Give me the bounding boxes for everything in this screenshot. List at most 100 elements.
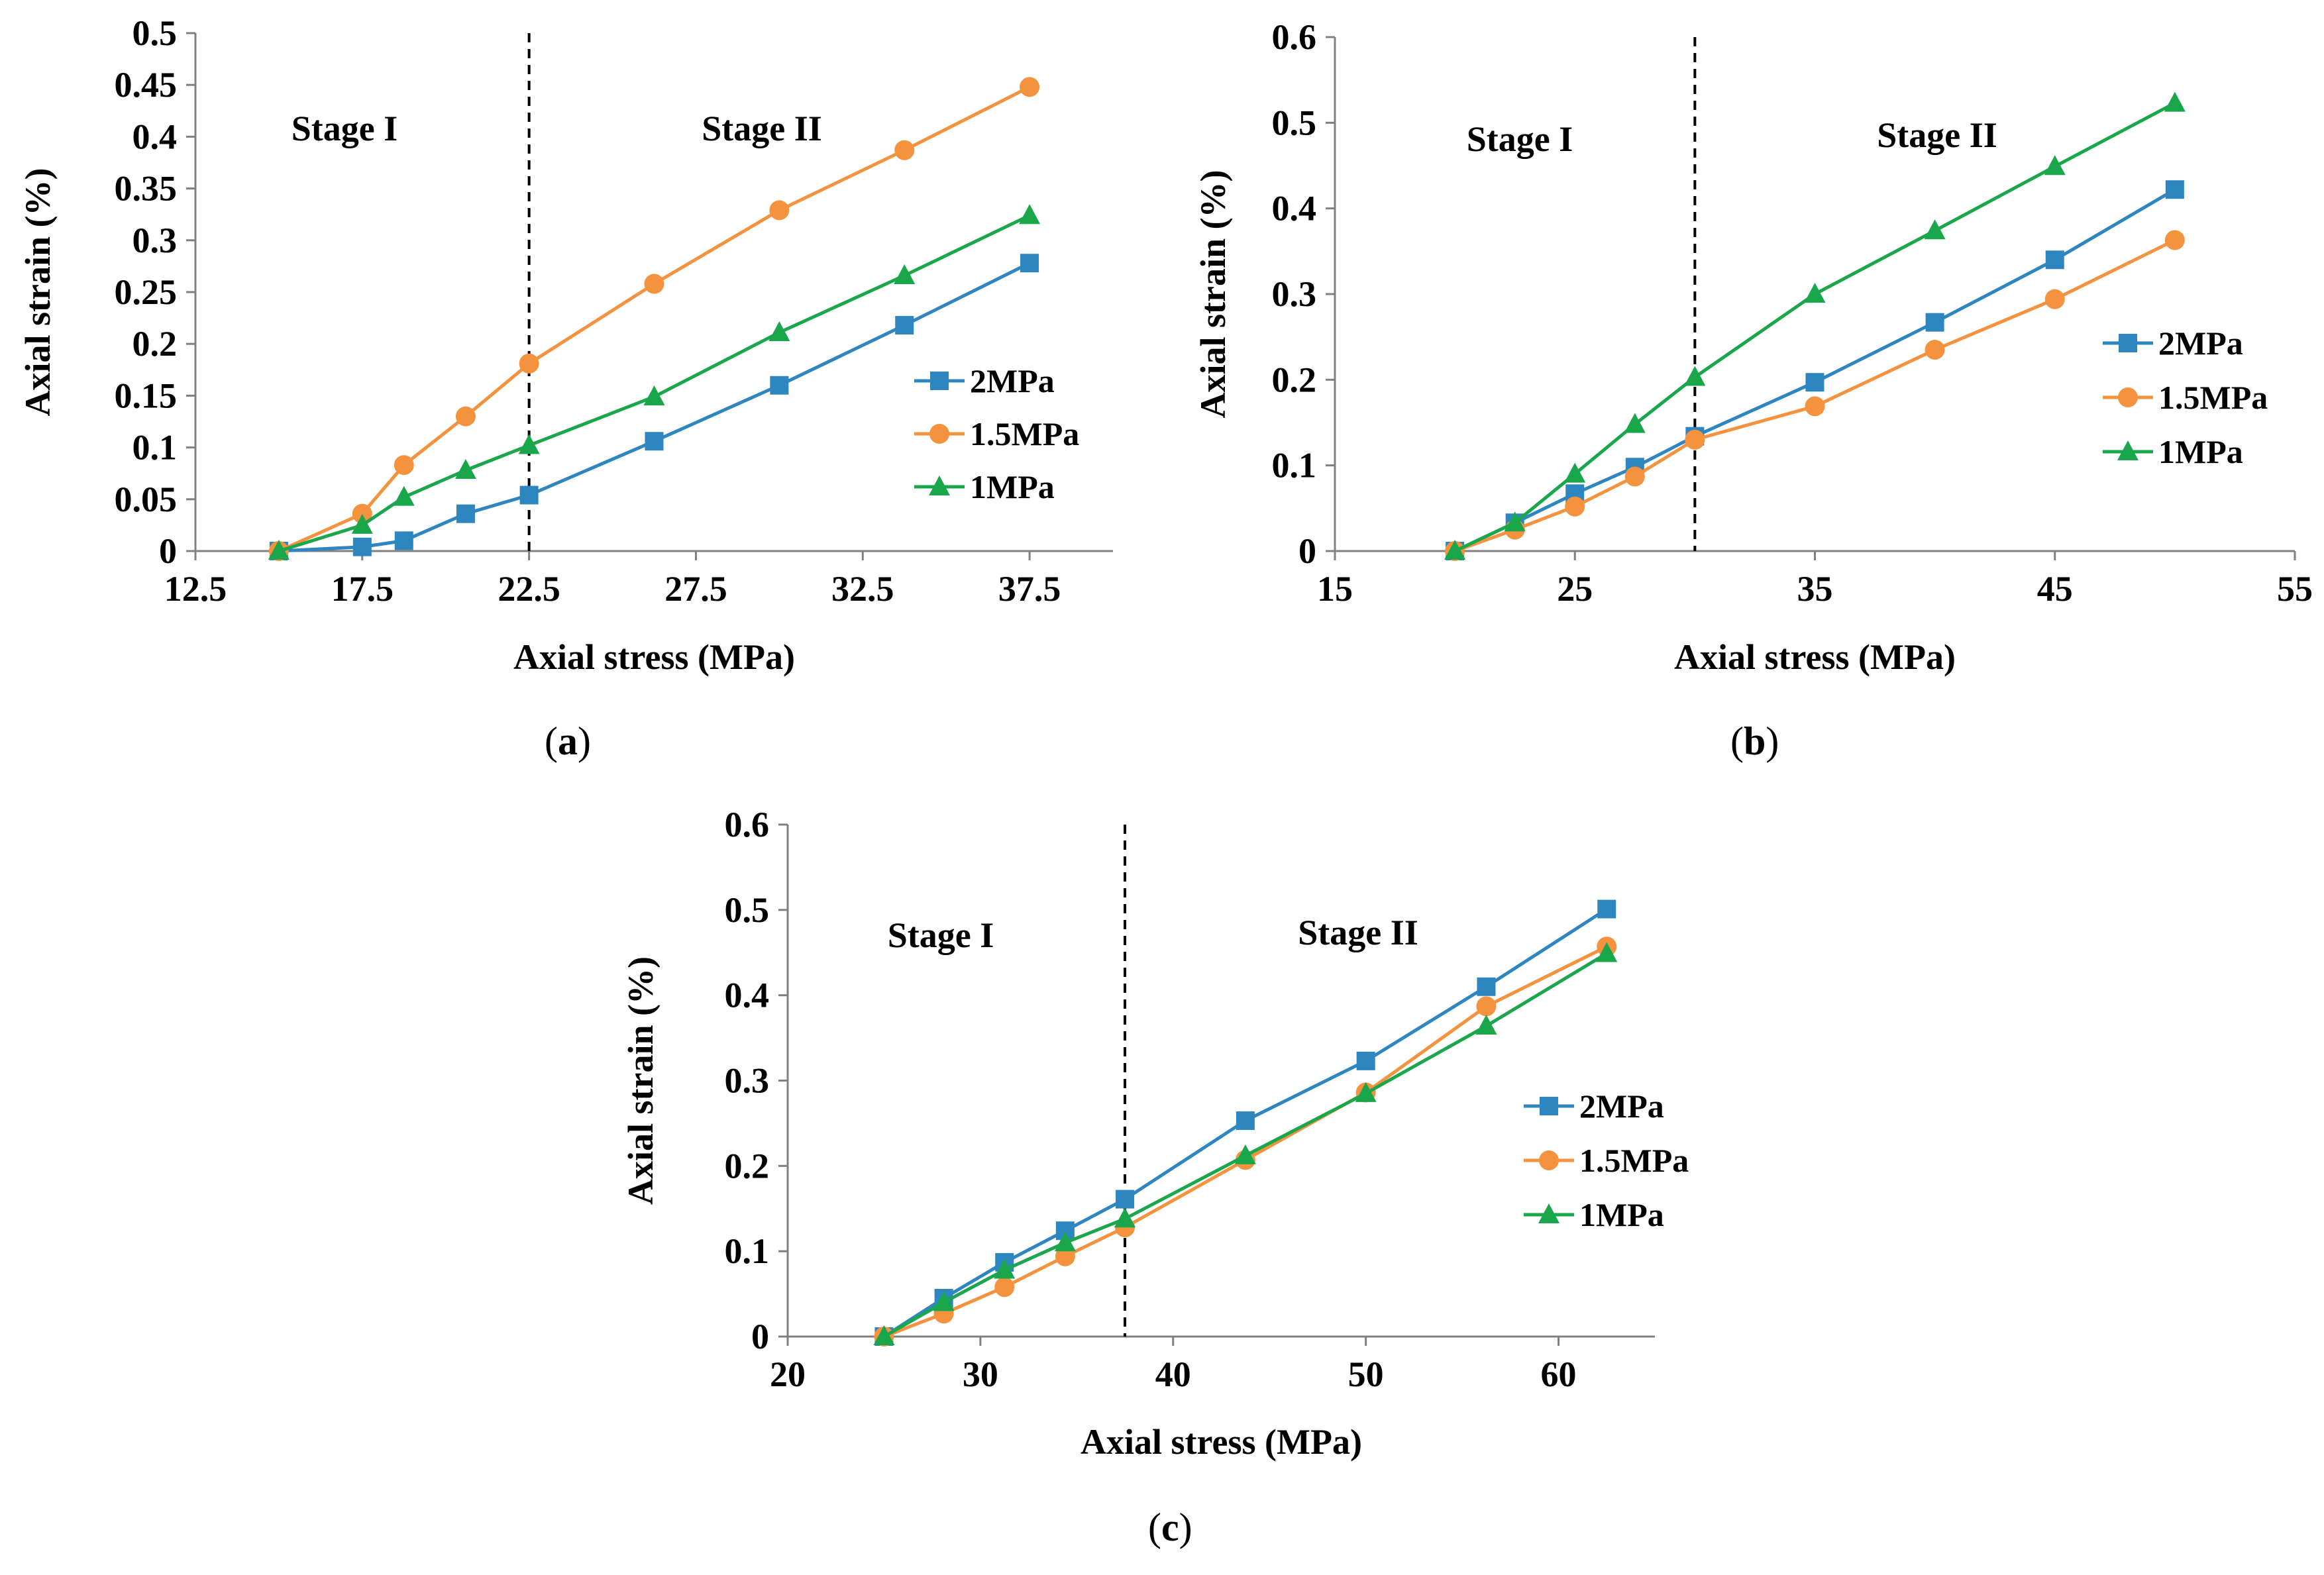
legend-label: 1MPa — [2158, 433, 2243, 470]
caption-b: (b) — [1730, 719, 1779, 763]
y-tick-label: 0.4 — [1272, 189, 1317, 229]
x-tick-label: 55 — [2277, 569, 2313, 609]
series-1MPa — [268, 204, 1041, 560]
data-point — [352, 537, 372, 556]
legend-marker — [930, 372, 949, 390]
data-point — [1019, 204, 1041, 225]
legend: 2MPa 1.5MPa 1MPa — [2103, 325, 2268, 470]
data-point — [1234, 1144, 1256, 1164]
data-point — [894, 264, 916, 284]
stage-label: Stage I — [1467, 119, 1573, 159]
data-point — [518, 434, 540, 454]
data-point — [1020, 254, 1039, 273]
x-tick-label: 25 — [1557, 569, 1593, 609]
series-line — [278, 261, 1031, 553]
data-point — [1596, 942, 1618, 962]
series-1.5MPa — [874, 937, 1617, 1346]
x-tick-label: 17.5 — [331, 569, 394, 609]
data-point — [1624, 466, 1645, 487]
x-tick-label: 30 — [963, 1354, 998, 1394]
data-point — [1020, 77, 1040, 97]
y-tick-label: 0.6 — [1272, 17, 1317, 57]
x-tick-label: 45 — [2037, 569, 2073, 609]
series-1MPa — [873, 942, 1618, 1345]
legend-label: 1MPa — [970, 468, 1055, 505]
data-point — [1504, 511, 1526, 532]
x-tick-label: 12.5 — [164, 569, 227, 609]
data-point — [1924, 219, 1946, 240]
stage-label: Stage I — [291, 109, 398, 148]
stage-label: Stage I — [888, 915, 994, 955]
x-tick-label: 50 — [1348, 1354, 1384, 1394]
chart-panel-a: 0 0.05 0.1 0.15 0.2 0.25 0.3 0.35 0.4 0.45 0.5 12.5… — [18, 13, 1113, 677]
data-point — [895, 316, 914, 335]
legend-label: 2MPa — [970, 362, 1055, 399]
legend-marker — [2119, 334, 2137, 352]
data-point — [1805, 396, 1825, 417]
y-tick-label: 0.3 — [1272, 274, 1317, 314]
data-point — [994, 1277, 1015, 1297]
data-point — [519, 485, 539, 505]
data-point — [1925, 313, 1944, 332]
y-tick-label: 0.5 — [725, 890, 770, 930]
data-point — [2164, 230, 2185, 250]
data-point — [1564, 462, 1586, 483]
data-point — [352, 503, 372, 524]
stage-label: Stage II — [1877, 115, 1997, 155]
x-tick-label: 60 — [1541, 1354, 1577, 1394]
data-point — [933, 1291, 955, 1311]
legend-marker — [2118, 387, 2138, 407]
data-point — [394, 531, 413, 550]
data-point — [1805, 373, 1824, 392]
legend-marker — [1539, 1150, 1559, 1170]
caption-c: (c) — [1148, 1505, 1192, 1549]
x-tick-label: 40 — [1155, 1354, 1191, 1394]
data-point — [2044, 289, 2065, 309]
y-tick-label: 0.1 — [1272, 446, 1317, 485]
y-tick-label: 0.35 — [115, 169, 178, 209]
data-point — [1236, 1111, 1255, 1131]
stage-label: Stage II — [1298, 913, 1418, 952]
y-tick-label: 0.3 — [725, 1061, 770, 1101]
legend-marker — [1540, 1097, 1558, 1115]
y-tick-label: 0.25 — [115, 272, 178, 312]
data-point — [1565, 496, 1585, 517]
x-tick-label: 32.5 — [831, 569, 894, 609]
x-tick-label: 15 — [1317, 569, 1353, 609]
data-point — [1597, 899, 1616, 919]
y-tick-label: 0 — [159, 531, 177, 571]
data-point — [1054, 1231, 1076, 1252]
data-point — [2045, 250, 2064, 270]
data-point — [768, 321, 790, 341]
caption-a: (a) — [545, 719, 591, 763]
y-tick-label: 0 — [751, 1317, 769, 1356]
y-tick-label: 0.4 — [725, 976, 770, 1015]
data-point — [873, 1325, 895, 1345]
series-2MPa — [874, 899, 1616, 1346]
legend-label: 1.5MPa — [970, 415, 1079, 452]
data-point — [644, 274, 664, 294]
data-point — [1355, 1082, 1377, 1102]
y-tick-label: 0.3 — [132, 221, 178, 260]
data-point — [1114, 1207, 1136, 1228]
data-point — [1444, 540, 1466, 560]
x-tick-label: 35 — [1797, 569, 1833, 609]
y-tick-label: 0.15 — [115, 376, 178, 415]
chart-panel-c: 0 0.1 0.2 0.3 0.4 0.5 0.6 20 30 40 50 60 Axial stres… — [621, 805, 1689, 1462]
legend: 2MPa 1.5MPa 1MPa — [1524, 1088, 1689, 1233]
data-point — [770, 376, 789, 395]
data-point — [1475, 1015, 1497, 1035]
series-1.5MPa — [1445, 230, 2185, 561]
series-line — [278, 214, 1031, 553]
data-point — [519, 353, 539, 374]
data-point — [1684, 366, 1706, 386]
stage-label: Stage II — [702, 109, 822, 148]
data-point — [643, 385, 665, 405]
x-tick-label: 37.5 — [998, 569, 1061, 609]
y-axis-title: Axial strain (%) — [18, 168, 58, 417]
legend-marker — [929, 424, 949, 444]
y-tick-label: 0.5 — [132, 13, 178, 53]
series-2MPa — [269, 254, 1039, 560]
data-point — [1624, 413, 1646, 433]
x-tick-label: 20 — [770, 1354, 806, 1394]
